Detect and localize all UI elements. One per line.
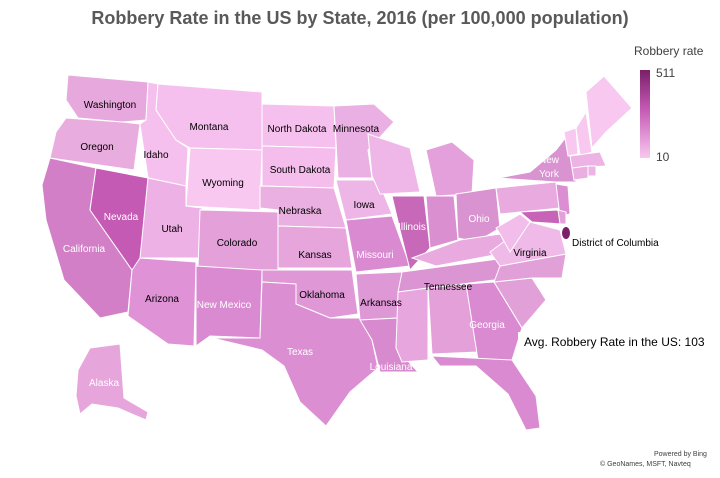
state-west-virginia[interactable] [495, 213, 531, 253]
state-new-hampshire[interactable] [575, 110, 593, 157]
label-utah: Utah [161, 224, 182, 235]
state-florida[interactable] [430, 355, 541, 431]
label-georgia: Georgia [469, 320, 505, 331]
state-delaware[interactable] [557, 209, 567, 225]
label-california: California [63, 244, 106, 255]
label-louisiana: Louisiana [370, 362, 413, 373]
state-arizona[interactable] [127, 257, 197, 347]
attribution-powered-by: Powered by Bing [654, 451, 707, 458]
label-arkansas: Arkansas [360, 298, 402, 309]
label-minnesota: Minnesota [333, 124, 380, 135]
legend-color-scale [640, 70, 650, 158]
label-new-york-2: York [539, 169, 560, 180]
average-rate-callout: Avg. Robbery Rate in the US: 103 [518, 332, 712, 352]
state-wyoming[interactable] [185, 147, 263, 211]
label-washington: Washington [84, 100, 136, 111]
state-mississippi[interactable] [395, 287, 429, 363]
label-montana: Montana [190, 122, 229, 133]
legend-title: Robbery rate [634, 44, 704, 58]
state-wisconsin[interactable] [367, 133, 421, 195]
label-new-york-1: New [539, 155, 560, 166]
label-oklahoma: Oklahoma [299, 290, 345, 301]
label-north-dakota: North Dakota [268, 124, 327, 135]
legend-min-value: 10 [656, 150, 670, 164]
dc-marker[interactable] [562, 227, 570, 239]
state-georgia[interactable] [465, 281, 523, 361]
state-minnesota[interactable] [333, 103, 395, 179]
label-idaho: Idaho [143, 150, 168, 161]
label-virginia: Virginia [513, 248, 547, 259]
state-ohio[interactable] [455, 187, 501, 243]
state-arkansas[interactable] [355, 271, 403, 321]
label-wyoming: Wyoming [202, 178, 244, 189]
label-dc: District of Columbia [572, 238, 659, 249]
state-new-jersey[interactable] [555, 183, 571, 217]
state-michigan[interactable] [425, 141, 475, 197]
legend-max-value: 511 [656, 66, 676, 80]
label-illinois: Illinois [398, 222, 426, 233]
state-new-york[interactable] [497, 130, 577, 183]
label-nebraska: Nebraska [279, 206, 322, 217]
attribution-credits: © GeoNames, MSFT, Navteq [600, 461, 691, 468]
map-title: Robbery Rate in the US by State, 2016 (p… [91, 8, 629, 28]
state-maine[interactable] [585, 75, 633, 150]
label-south-dakota: South Dakota [270, 165, 331, 176]
state-kansas[interactable] [277, 225, 353, 269]
label-colorado: Colorado [217, 238, 258, 249]
state-washington[interactable] [65, 74, 149, 123]
state-new-mexico[interactable] [195, 265, 263, 347]
label-ohio: Ohio [468, 214, 490, 225]
label-tennessee: Tennessee [424, 282, 473, 293]
label-new-mexico: New Mexico [197, 300, 252, 311]
label-oregon: Oregon [80, 142, 113, 153]
state-massachusetts[interactable] [569, 151, 607, 169]
state-connecticut[interactable] [571, 165, 589, 181]
state-vermont[interactable] [563, 127, 579, 157]
label-nevada: Nevada [104, 212, 139, 223]
label-iowa: Iowa [353, 200, 375, 211]
label-texas: Texas [287, 347, 313, 358]
state-pennsylvania[interactable] [495, 181, 561, 215]
state-alaska[interactable] [75, 343, 149, 421]
state-indiana[interactable] [425, 195, 459, 249]
label-missouri: Missouri [356, 250, 393, 261]
state-oregon[interactable] [49, 117, 141, 171]
label-arizona: Arizona [145, 294, 179, 305]
state-texas[interactable] [211, 281, 379, 427]
label-kansas: Kansas [298, 250, 331, 261]
state-rhode-island[interactable] [587, 165, 597, 177]
label-alaska: Alaska [89, 378, 119, 389]
